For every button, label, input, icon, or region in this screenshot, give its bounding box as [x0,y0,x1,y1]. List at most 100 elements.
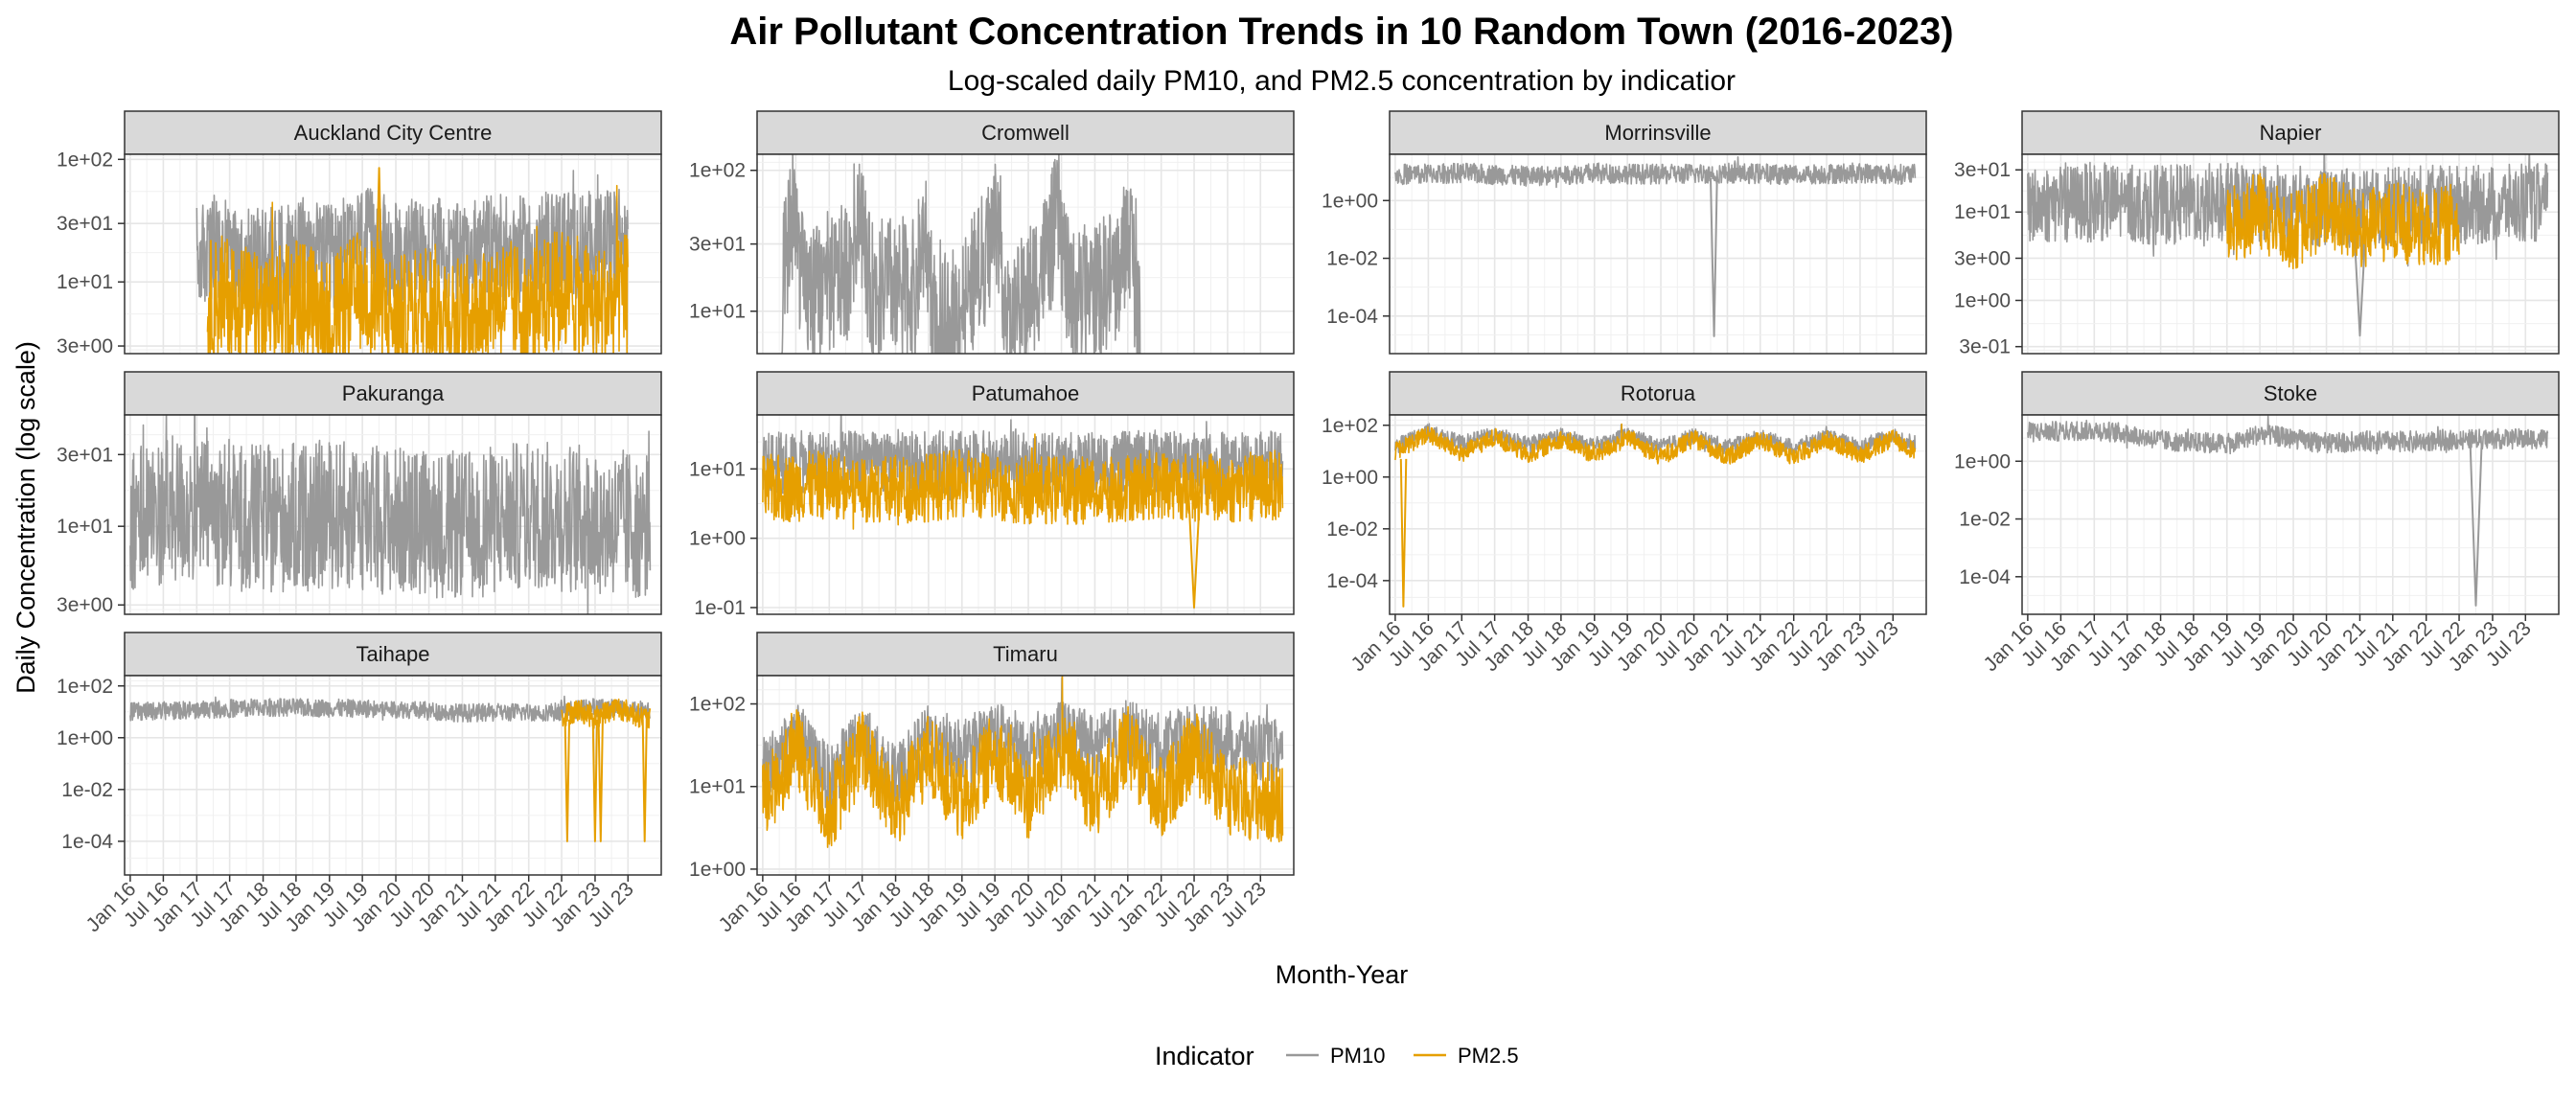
strip-label-pakuranga: Pakuranga [342,381,445,405]
strip-label-timaru: Timaru [993,642,1058,666]
y-tick-label: 1e+02 [689,694,746,716]
gridlines-stoke [2022,415,2559,614]
series-pm10-morrinsville [1710,177,1718,337]
y-tick-label: 1e+01 [57,516,113,538]
y-tick-label: 1e+02 [57,676,113,698]
strip-label-patumahoe: Patumahoe [972,381,1080,405]
y-tick-label: 1e+00 [689,859,746,881]
y-axis-title: Daily Concentration (log scale) [12,341,40,694]
series-pm10-stoke [2469,447,2483,607]
panel-border-auckland-city-centre [124,153,662,355]
y-tick-label: 3e+01 [57,213,113,235]
y-tick-label: 1e-01 [694,597,746,619]
series-pm2-5-patumahoe [1187,496,1201,609]
y-tick-label: 3e+00 [57,594,113,616]
y-tick-label: 1e+01 [1954,201,2011,223]
y-tick-label: 1e-02 [61,779,113,801]
y-tick-label: 1e-04 [61,831,113,853]
series-pm10-napier [2353,231,2367,337]
legend-label-pm2-5: PM2.5 [1458,1044,1519,1068]
y-tick-label: 1e+01 [689,301,746,323]
y-tick-label: 1e+00 [1954,450,2011,472]
strip-auckland-city-centre [124,110,662,155]
series-pm10-morrinsville [1394,156,1917,189]
y-tick-label: 3e+01 [1954,159,2011,181]
y-tick-label: 1e+00 [689,528,746,550]
strip-rotorua [1389,371,1927,416]
x-axis-title: Month-Year [1276,960,1409,989]
strip-label-taihape: Taihape [356,642,429,666]
y-tick-label: 3e+00 [57,335,113,357]
strip-taihape [124,632,662,677]
series-pm2-5-taihape [564,719,570,842]
y-tick-label: 1e+00 [1954,289,2011,311]
strip-pakuranga [124,371,662,416]
series-pm2-5-auckland-city-centre [375,167,383,294]
series-group-cromwell [781,154,1141,354]
y-tick-label: 1e+00 [57,727,113,749]
series-group-morrinsville [1394,156,1917,337]
panel-border-rotorua [1389,414,1927,615]
panel-border-cromwell [756,153,1295,355]
series-group-pakuranga [129,415,652,614]
series-pm2-5-taihape [641,719,648,842]
series-group-auckland-city-centre [196,167,629,354]
y-tick-label: 1e+01 [689,458,746,480]
y-tick-label: 1e+01 [57,271,113,293]
series-pm10-taihape [129,695,652,724]
panel-border-morrinsville [1389,153,1927,355]
series-pm2-5-taihape [591,719,598,842]
strip-morrinsville [1389,110,1927,155]
series-pm2-5-napier [2226,172,2460,269]
strip-label-auckland-city-centre: Auckland City Centre [294,121,493,145]
strip-label-cromwell: Cromwell [981,121,1070,145]
series-pm10-stoke [2027,415,2549,455]
y-tick-label: 1e-02 [1326,248,1378,270]
series-group-stoke [2027,415,2549,607]
series-pm10-napier [2027,154,2549,267]
plot-area-morrinsville [1390,154,1926,354]
panel-border-taihape [124,675,662,876]
gridlines-timaru [757,676,1294,875]
panel-cromwell: Cromwell 1e+01 3e+01 1e+02 [689,110,1295,355]
strip-napier [2021,110,2560,155]
panel-napier: Napier 3e-01 1e+00 3e+00 1e+01 3e+01 [1954,110,2560,358]
strip-cromwell [756,110,1295,155]
y-tick-label: 1e+02 [689,160,746,182]
series-group-timaru [762,676,1284,848]
legend-item-pm2-5: PM2.5 [1414,1044,1519,1068]
panel-border-pakuranga [124,414,662,615]
series-pm10-pakuranga [129,415,652,614]
y-tick-label: 1e-02 [1326,518,1378,540]
y-tick-label: 1e-04 [1326,306,1378,328]
strip-label-stoke: Stoke [2264,381,2317,405]
series-pm2-5-rotorua [1399,458,1408,608]
strip-label-napier: Napier [2260,121,2322,145]
y-tick-label: 1e+02 [1322,415,1378,437]
y-tick-label: 1e-02 [1959,509,2011,531]
chart-title: Air Pollutant Concentration Trends in 10… [729,11,1953,53]
series-pm2-5-taihape [561,698,652,729]
panel-border-stoke [2021,414,2560,615]
strip-stoke [2021,371,2560,416]
series-pm2-5-patumahoe [762,433,1284,530]
panel-border-timaru [756,675,1295,876]
strip-label-morrinsville: Morrinsville [1604,121,1711,145]
panel-pakuranga: Pakuranga 3e+00 1e+01 3e+01 [57,371,662,616]
panel-auckland-city-centre: Auckland City Centre 3e+00 1e+01 3e+01 1e+02 [57,110,662,357]
y-tick-label: 1e-04 [1959,566,2011,588]
y-tick-label: 3e-01 [1959,336,2011,358]
series-group-rotorua [1394,423,1917,608]
legend-label-pm10: PM10 [1330,1044,1385,1068]
strip-label-rotorua: Rotorua [1621,381,1696,405]
y-tick-label: 1e-04 [1326,570,1378,592]
series-group-napier [2027,154,2549,337]
panel-patumahoe: Patumahoe 1e-01 1e+00 1e+01 [689,371,1295,619]
series-group-taihape [129,695,652,842]
series-pm2-5-timaru [762,676,1284,848]
series-pm2-5-auckland-city-centre [206,184,629,354]
